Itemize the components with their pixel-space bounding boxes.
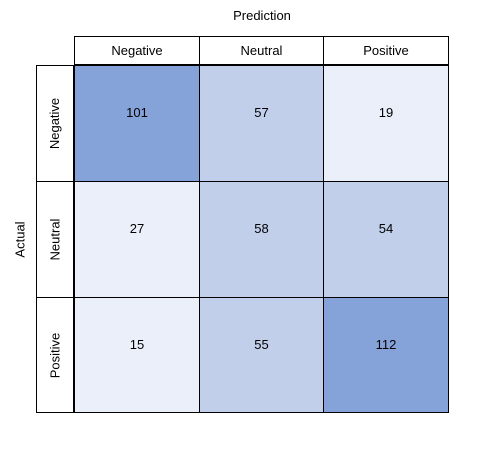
row-header-positive: Positive — [36, 297, 74, 413]
y-axis-title: Actual — [0, 220, 40, 258]
column-header-neutral: Neutral — [199, 36, 324, 65]
cell-positive-negative: 15 — [74, 297, 200, 413]
cell-positive-neutral: 55 — [199, 297, 324, 413]
column-header-positive: Positive — [323, 36, 449, 65]
cell-negative-positive: 19 — [323, 65, 449, 182]
row-header-neutral-label: Neutral — [47, 218, 63, 261]
cell-negative-negative: 101 — [74, 65, 200, 182]
x-axis-title: Prediction — [233, 8, 291, 23]
column-header-negative: Negative — [74, 36, 200, 65]
y-axis-title-text: Actual — [12, 220, 28, 258]
cell-positive-positive: 112 — [323, 297, 449, 413]
cell-neutral-positive: 54 — [323, 181, 449, 298]
row-header-neutral: Neutral — [36, 181, 74, 298]
cell-neutral-negative: 27 — [74, 181, 200, 298]
cell-neutral-neutral: 58 — [199, 181, 324, 298]
row-header-positive-label: Positive — [47, 332, 63, 378]
cell-negative-neutral: 57 — [199, 65, 324, 182]
row-header-negative: Negative — [36, 65, 74, 182]
row-header-negative-label: Negative — [47, 97, 63, 150]
